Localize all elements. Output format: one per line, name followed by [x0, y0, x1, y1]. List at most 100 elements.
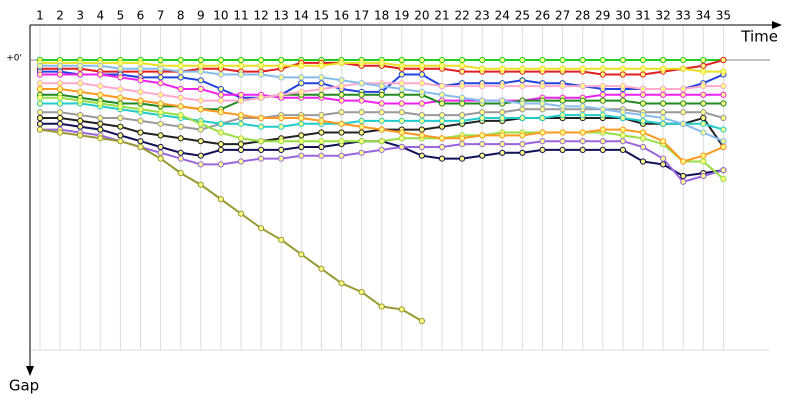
x-tick-label: 10 [213, 9, 228, 23]
point [177, 149, 184, 156]
x-tick-label: 17 [354, 9, 369, 23]
point [177, 74, 184, 81]
point [459, 112, 466, 119]
x-tick-label: 23 [475, 9, 490, 23]
point [378, 59, 385, 67]
point [599, 83, 606, 90]
point [579, 97, 586, 104]
point [720, 143, 727, 151]
point [97, 126, 104, 133]
point [237, 71, 245, 78]
point [137, 97, 144, 104]
point [700, 56, 707, 64]
point [217, 56, 224, 64]
point [57, 94, 64, 101]
point [338, 83, 345, 90]
point [680, 158, 687, 165]
point [398, 91, 405, 98]
point [338, 91, 345, 98]
point [378, 109, 385, 116]
point [358, 117, 365, 125]
point [720, 83, 727, 90]
point [519, 100, 526, 107]
point [599, 126, 606, 133]
point [237, 91, 245, 98]
x-tick-label: 21 [434, 9, 449, 23]
point [539, 106, 546, 113]
point [177, 68, 184, 75]
x-tick-label: 31 [635, 9, 650, 23]
point [237, 62, 245, 69]
point [398, 306, 405, 313]
point [338, 152, 345, 159]
point [398, 71, 405, 78]
point [237, 158, 245, 165]
point [237, 146, 245, 153]
point [358, 109, 365, 116]
point [177, 62, 184, 69]
point [77, 71, 84, 78]
point [338, 109, 345, 116]
point [338, 97, 345, 104]
point [36, 85, 44, 93]
point [660, 91, 667, 98]
point [579, 83, 586, 90]
point [519, 83, 526, 90]
point [237, 141, 245, 148]
point [700, 129, 707, 136]
point [599, 138, 606, 145]
point [137, 117, 144, 125]
point [720, 138, 727, 145]
point [137, 106, 144, 113]
point [258, 56, 265, 64]
point [398, 143, 405, 151]
point [539, 146, 546, 153]
point [539, 100, 546, 107]
point [700, 120, 707, 127]
point [418, 317, 425, 325]
point [559, 56, 566, 64]
point [177, 135, 184, 142]
point [117, 138, 124, 145]
point [358, 97, 365, 104]
point [459, 135, 466, 142]
x-tick-label: 16 [334, 9, 349, 23]
point [157, 80, 164, 87]
x-tick-label: 9 [197, 9, 205, 23]
point [579, 138, 586, 145]
point [438, 143, 446, 151]
point [619, 56, 627, 64]
point [298, 62, 305, 69]
point [539, 83, 546, 90]
point [619, 71, 627, 78]
point [559, 112, 566, 119]
point [77, 62, 84, 69]
point [619, 114, 627, 122]
point [479, 141, 486, 148]
point [418, 71, 425, 78]
point [539, 65, 546, 72]
point [680, 65, 687, 72]
point [278, 138, 285, 145]
point [680, 120, 687, 127]
point [559, 83, 566, 90]
point [599, 97, 606, 104]
point [700, 172, 707, 180]
point [660, 138, 667, 145]
point [720, 91, 727, 98]
point [499, 109, 506, 116]
point [97, 135, 104, 142]
point [197, 56, 204, 64]
point [57, 114, 64, 122]
point [318, 112, 325, 119]
point [720, 100, 727, 107]
point [599, 91, 606, 98]
point [97, 62, 104, 69]
point [539, 114, 546, 122]
point [398, 62, 405, 69]
point [157, 91, 164, 98]
point [57, 80, 64, 87]
point [57, 71, 64, 78]
point [680, 91, 687, 98]
